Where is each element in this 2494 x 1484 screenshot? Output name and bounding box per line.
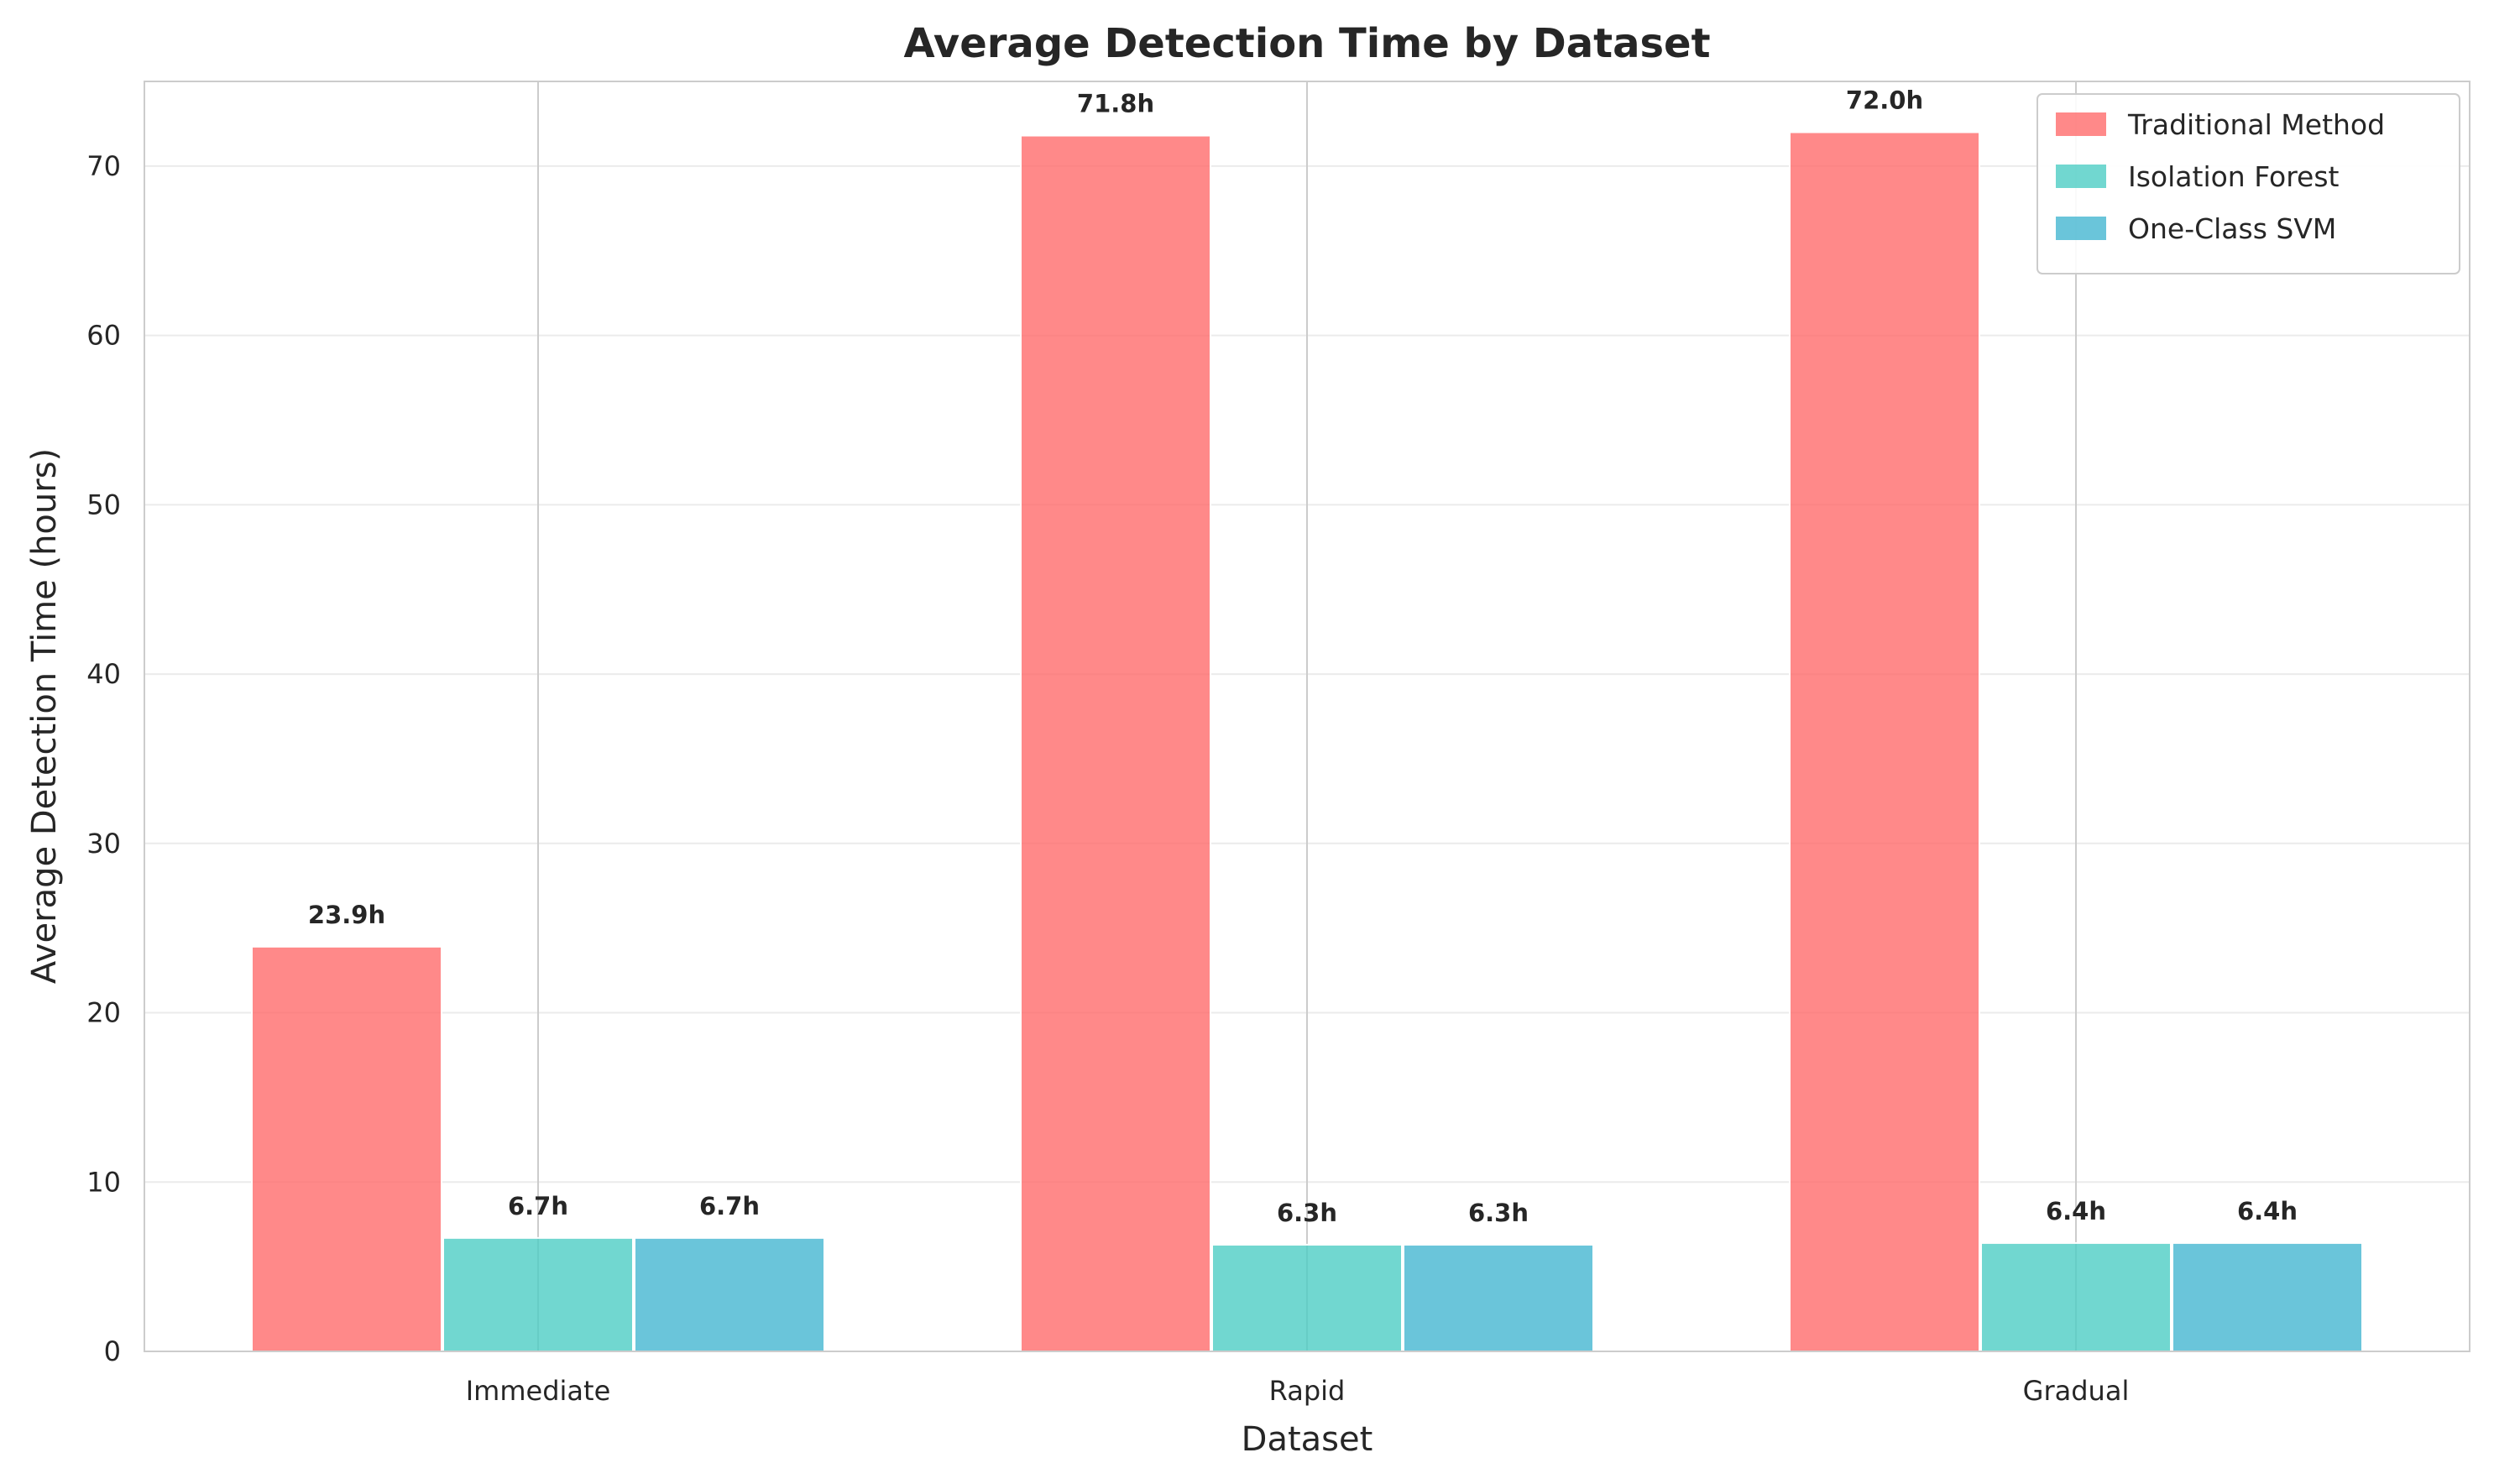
y-tick-label: 10	[86, 1166, 121, 1198]
legend: Traditional Method Isolation Forest One-Cl…	[2037, 93, 2460, 274]
bar-value-label: 6.3h	[1277, 1199, 1337, 1227]
x-tick-label: Gradual	[2023, 1375, 2130, 1407]
bar-value-label: 72.0h	[1846, 86, 1923, 115]
bar-isolation-forest	[442, 1236, 634, 1352]
bar-one-class-svm	[634, 1236, 825, 1352]
y-axis-label: Average Detection Time (hours)	[25, 448, 64, 984]
chart-title: Average Detection Time by Dataset	[903, 20, 1710, 67]
bar-isolation-forest	[1211, 1243, 1403, 1352]
y-tick-label: 40	[86, 658, 121, 690]
legend-label: One-Class SVM	[2128, 212, 2336, 245]
bar-one-class-svm	[2172, 1241, 2363, 1352]
bar-value-label: 6.3h	[1468, 1199, 1529, 1227]
y-tick-label: 70	[86, 150, 121, 182]
legend-box	[2037, 93, 2460, 274]
x-tick-label: Rapid	[1269, 1375, 1346, 1407]
legend-swatch	[2056, 165, 2106, 188]
y-tick-label: 20	[86, 997, 121, 1029]
value-labels: 23.9h 6.7h 6.7h 71.8h 6.3h 6.3h 72.0h 6.4h 6.4h	[308, 86, 2298, 1227]
y-tick-label: 60	[86, 320, 121, 352]
bar-traditional-method	[1020, 134, 1211, 1352]
x-axis-label: Dataset	[1242, 1420, 1373, 1459]
x-axis-ticks: Immediate Rapid Gradual	[466, 1375, 2130, 1407]
y-tick-label: 0	[104, 1335, 121, 1367]
bars	[251, 131, 2363, 1352]
legend-swatch	[2056, 217, 2106, 240]
bar-value-label: 71.8h	[1077, 90, 1154, 118]
bar-isolation-forest	[1980, 1241, 2172, 1352]
bar-value-label: 6.4h	[2046, 1197, 2106, 1225]
legend-swatch	[2056, 112, 2106, 136]
legend-label: Isolation Forest	[2128, 160, 2340, 193]
y-tick-label: 50	[86, 489, 121, 520]
bar-traditional-method	[1789, 131, 1980, 1352]
bar-one-class-svm	[1403, 1243, 1594, 1352]
legend-label: Traditional Method	[2127, 108, 2385, 141]
bar-value-label: 6.7h	[508, 1192, 568, 1220]
bar-value-label: 6.4h	[2237, 1197, 2298, 1225]
y-tick-label: 30	[86, 828, 121, 860]
bar-value-label: 23.9h	[308, 901, 385, 929]
bar-traditional-method	[251, 945, 442, 1352]
bar-value-label: 6.7h	[699, 1192, 760, 1220]
x-tick-label: Immediate	[466, 1375, 611, 1407]
plot-frame	[144, 81, 2470, 1352]
y-axis-ticks: 0 10 20 30 40 50 60 70	[86, 150, 121, 1367]
